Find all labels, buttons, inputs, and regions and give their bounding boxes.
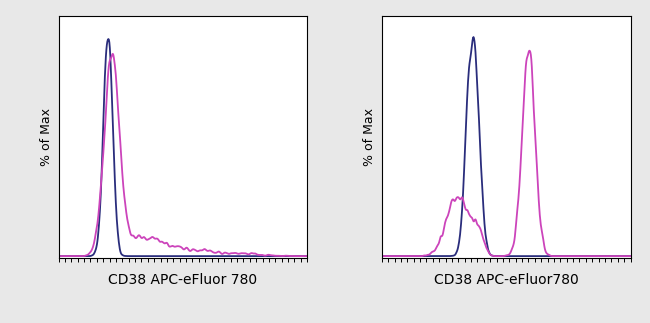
Y-axis label: % of Max: % of Max xyxy=(363,108,376,166)
Y-axis label: % of Max: % of Max xyxy=(40,108,53,166)
X-axis label: CD38 APC-eFluor780: CD38 APC-eFluor780 xyxy=(434,273,578,287)
X-axis label: CD38 APC-eFluor 780: CD38 APC-eFluor 780 xyxy=(109,273,257,287)
